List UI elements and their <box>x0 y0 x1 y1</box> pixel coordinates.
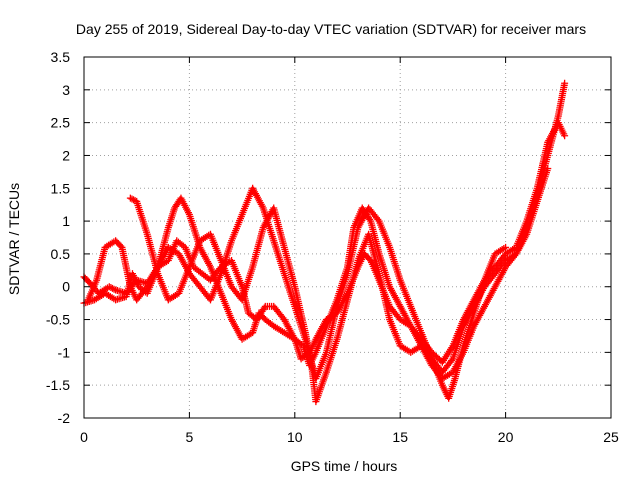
data-point <box>108 284 116 292</box>
x-tick-label: 25 <box>603 429 619 445</box>
y-tick-label: 2 <box>62 147 70 163</box>
plot-frame <box>83 56 612 419</box>
y-axis-label: SDTVAR / TECUs <box>6 183 22 295</box>
data-point <box>561 79 569 87</box>
y-tick-label: -0.5 <box>46 312 70 328</box>
data-point <box>561 132 569 140</box>
data-point <box>448 357 456 365</box>
data-point <box>110 285 118 293</box>
y-tick-label: 3 <box>62 82 70 98</box>
x-tick-label: 0 <box>80 429 88 445</box>
y-tick-label: 3.5 <box>51 49 71 65</box>
data-markers <box>80 79 569 406</box>
y-tick-label: 0.5 <box>51 246 71 262</box>
data-point <box>130 196 138 204</box>
data-point <box>260 304 268 312</box>
data-point <box>105 283 113 291</box>
series-track-3 <box>84 79 569 383</box>
data-point <box>427 353 435 361</box>
data-point <box>366 215 374 223</box>
y-tick-label: 1 <box>62 213 70 229</box>
x-tick-label: 15 <box>392 429 408 445</box>
y-tick-label: 2.5 <box>51 115 71 131</box>
x-tick-label: 5 <box>186 429 194 445</box>
y-tick-label: 0 <box>62 279 70 295</box>
x-tick-label: 10 <box>287 429 303 445</box>
data-point <box>128 195 136 203</box>
chart-title: Day 255 of 2019, Sidereal Day-to-day VTE… <box>76 21 586 37</box>
grid-lines <box>84 57 611 418</box>
series-track-4 <box>126 194 510 406</box>
y-tick-label: -1.5 <box>46 377 70 393</box>
x-tick-label: 20 <box>498 429 514 445</box>
data-point <box>126 194 134 202</box>
data-point <box>374 215 382 223</box>
y-tick-label: -2 <box>58 410 71 426</box>
y-tick-label: 1.5 <box>51 180 71 196</box>
data-point <box>502 243 510 251</box>
y-tick-label: -1 <box>58 344 71 360</box>
data-point <box>107 284 115 292</box>
x-axis-label: GPS time / hours <box>291 458 398 474</box>
axis-ticks: 0 5 10 15 20 25 -2 -1.5 -1 -0.5 0 0.5 1 1.5 2 2.5 3 3.5 <box>46 49 619 445</box>
